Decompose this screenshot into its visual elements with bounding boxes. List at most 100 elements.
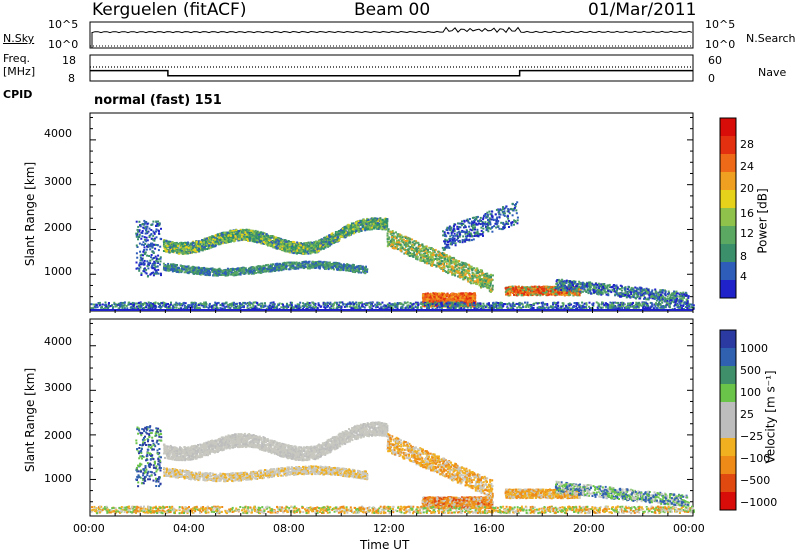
power-band: [270, 269, 273, 271]
power-band: [492, 274, 494, 277]
power-band: [171, 246, 174, 249]
freq-unit-label: [MHz]: [3, 65, 36, 78]
power-band: [346, 224, 349, 227]
power-band: [362, 270, 364, 273]
power-band: [337, 233, 340, 235]
power-band: [315, 245, 318, 248]
power-band: [317, 265, 320, 268]
velocity-ytick: 4000: [44, 335, 72, 348]
power-band: [238, 230, 240, 233]
power-band: [205, 239, 208, 242]
power-band: [345, 264, 348, 267]
power-band: [486, 282, 489, 285]
power-band: [172, 269, 175, 272]
beam-title: Beam 00: [354, 0, 431, 20]
velocity-colorbar-segment: [720, 474, 736, 492]
power-band: [175, 269, 178, 272]
power-band: [436, 259, 439, 262]
power-band: [424, 259, 427, 262]
power-band: [490, 273, 492, 276]
power-band: [168, 266, 171, 269]
power-band: [227, 270, 230, 273]
power-band: [234, 272, 237, 274]
power-colorbar-segment: [720, 226, 736, 244]
power-band: [387, 243, 390, 246]
power-band: [297, 264, 300, 267]
power-band: [185, 251, 188, 254]
power-band: [263, 235, 266, 238]
power-band: [444, 260, 447, 263]
x-tick: 16:00: [473, 522, 505, 535]
power-band: [260, 231, 263, 234]
nave-label: Nave: [758, 66, 787, 79]
power-band: [275, 269, 278, 272]
power-band: [281, 248, 284, 251]
power-band: [239, 228, 242, 231]
power-band: [311, 260, 314, 263]
power-band: [222, 235, 225, 238]
power-band: [301, 264, 304, 267]
power-band: [411, 254, 414, 257]
power-band: [318, 240, 321, 243]
power-band: [193, 244, 196, 247]
power-band: [181, 252, 184, 255]
power-band: [343, 228, 346, 231]
power-band: [296, 251, 299, 254]
power-band: [322, 264, 325, 267]
power-band: [488, 274, 491, 277]
power-band: [482, 279, 485, 282]
power-band: [312, 264, 315, 267]
power-band: [447, 266, 450, 269]
power-band: [309, 263, 312, 266]
velocity-colorbar-segment: [720, 366, 736, 384]
power-band: [304, 246, 307, 249]
power-band: [356, 228, 359, 231]
power-band: [219, 243, 222, 246]
power-band: [408, 237, 411, 240]
power-band: [229, 234, 232, 237]
power-band: [428, 251, 431, 254]
power-band: [289, 243, 292, 246]
power-band: [279, 242, 282, 245]
power-band: [317, 243, 320, 246]
power-band: [305, 242, 308, 245]
power-band: [454, 274, 457, 277]
power-band: [320, 242, 323, 245]
power-band: [281, 245, 284, 248]
power-band: [468, 274, 471, 276]
power-band: [208, 246, 211, 249]
power-band: [357, 230, 360, 233]
power-band: [264, 269, 267, 272]
power-band: [303, 250, 305, 253]
power-band: [357, 226, 360, 228]
power-band: [256, 267, 259, 270]
power-band: [193, 272, 195, 275]
power-band: [486, 285, 489, 288]
power-band: [339, 235, 342, 238]
power-band: [247, 239, 249, 242]
power-band: [258, 237, 261, 240]
power-band: [310, 247, 313, 250]
power-band: [431, 261, 434, 263]
power-band: [446, 256, 449, 259]
power-band: [322, 247, 325, 250]
power-band: [307, 267, 309, 270]
power-band: [234, 235, 237, 237]
power-band: [381, 223, 384, 226]
power-band: [208, 241, 211, 243]
power-band: [178, 252, 181, 255]
power-band: [375, 219, 378, 222]
power-band: [467, 263, 470, 266]
power-band: [253, 267, 256, 270]
power-band: [479, 278, 482, 281]
power-band: [255, 271, 257, 274]
power-band: [172, 266, 175, 269]
power-band: [366, 227, 369, 230]
power-band: [368, 220, 370, 223]
power-band: [399, 235, 401, 238]
power-band: [284, 267, 286, 270]
power-band: [451, 265, 454, 268]
power-band: [432, 254, 435, 257]
power-band: [357, 220, 360, 223]
power-band: [461, 264, 464, 266]
